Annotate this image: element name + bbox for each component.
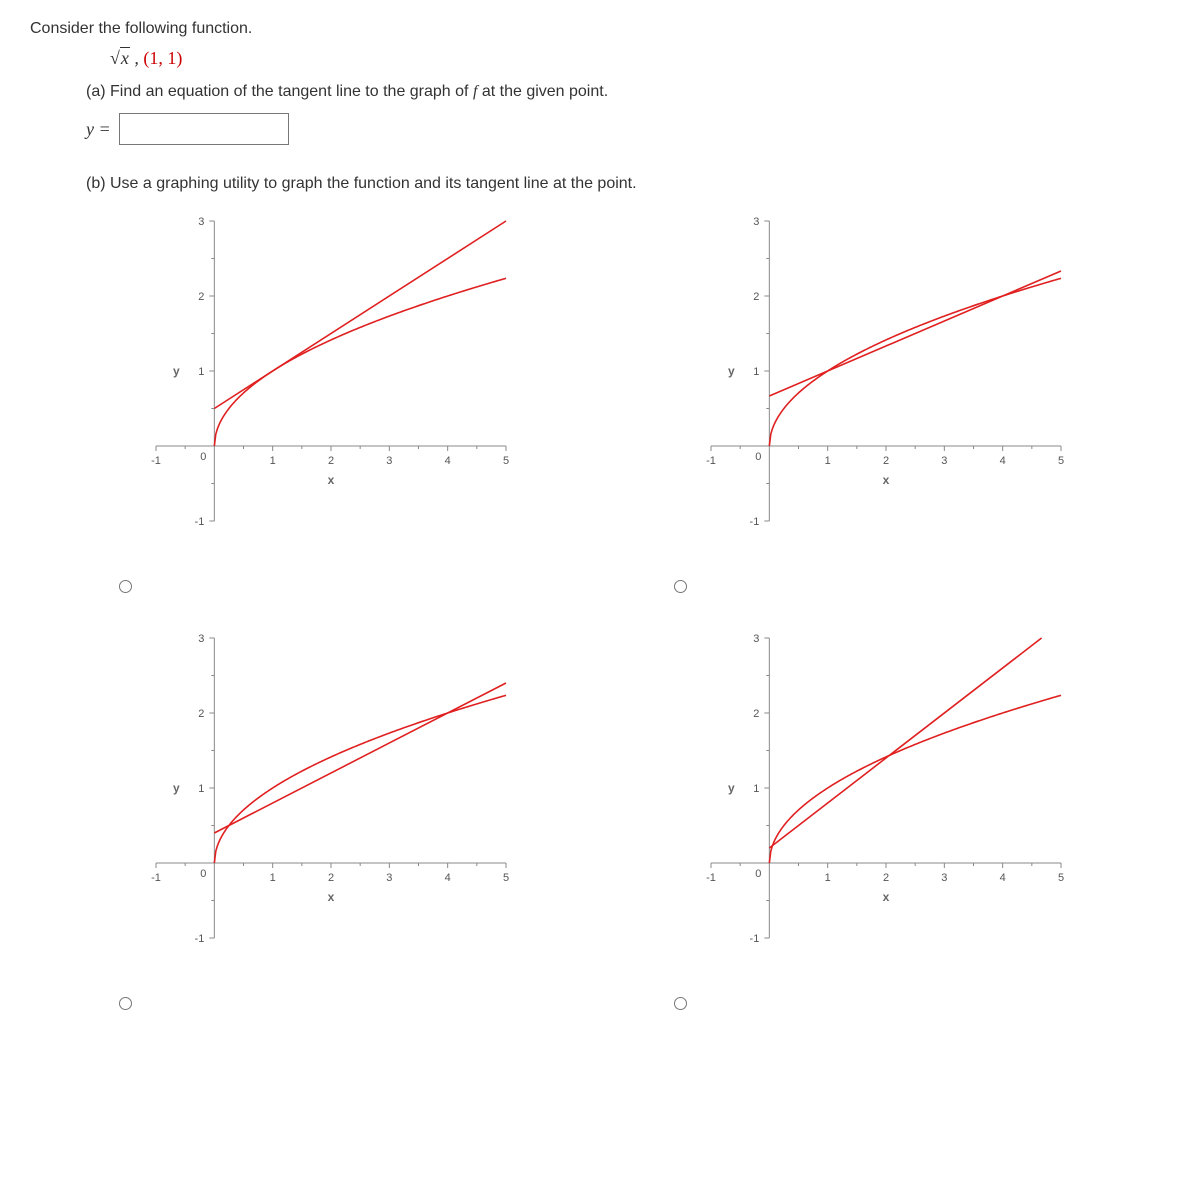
tangent-equation-input[interactable] — [119, 113, 289, 145]
svg-text:2: 2 — [883, 455, 889, 467]
svg-text:3: 3 — [753, 216, 759, 228]
svg-text:-1: -1 — [151, 455, 161, 467]
chart-option-2: -1 1 2 3 4 5 -1 1 2 3 0 x y — [86, 628, 601, 1015]
svg-text:-1: -1 — [706, 872, 716, 884]
chart-3: -1 1 2 3 4 5 -1 1 2 3 0 x y — [641, 628, 1071, 988]
svg-text:y: y — [728, 781, 735, 795]
svg-text:0: 0 — [755, 868, 761, 880]
svg-text:y: y — [173, 364, 180, 378]
graph-choice-radio-0[interactable] — [119, 580, 132, 593]
svg-text:3: 3 — [386, 872, 392, 884]
chart-option-1: -1 1 2 3 4 5 -1 1 2 3 0 x y — [641, 211, 1156, 598]
svg-text:1: 1 — [753, 783, 759, 795]
tangent-line — [214, 221, 506, 409]
svg-text:2: 2 — [883, 872, 889, 884]
graph-choice-radio-2[interactable] — [119, 997, 132, 1010]
svg-text:1: 1 — [198, 783, 204, 795]
part-a-text-pre: (a) Find an equation of the tangent line… — [86, 83, 473, 100]
graph-choice-radio-1[interactable] — [674, 580, 687, 593]
tangent-line — [769, 271, 1061, 396]
svg-text:2: 2 — [198, 291, 204, 303]
svg-text:1: 1 — [825, 872, 831, 884]
svg-text:3: 3 — [941, 455, 947, 467]
svg-text:-1: -1 — [151, 872, 161, 884]
svg-text:3: 3 — [386, 455, 392, 467]
svg-text:2: 2 — [753, 291, 759, 303]
svg-text:x: x — [328, 473, 335, 487]
svg-text:1: 1 — [825, 455, 831, 467]
svg-text:4: 4 — [1000, 872, 1006, 884]
svg-text:5: 5 — [503, 872, 509, 884]
function-def: √x , (1, 1) — [110, 48, 1156, 69]
part-a-text-post: at the given point. — [477, 83, 608, 100]
chart-2: -1 1 2 3 4 5 -1 1 2 3 0 x y — [86, 628, 516, 988]
svg-text:5: 5 — [1058, 455, 1064, 467]
radicand: x — [120, 47, 130, 68]
svg-text:x: x — [328, 890, 335, 904]
svg-text:-1: -1 — [750, 933, 760, 945]
svg-text:y: y — [173, 781, 180, 795]
svg-text:1: 1 — [753, 366, 759, 378]
sqrt-curve — [769, 278, 1061, 446]
part-b-label: (b) Use a graphing utility to graph the … — [86, 175, 1156, 193]
svg-text:2: 2 — [753, 708, 759, 720]
svg-text:2: 2 — [328, 872, 334, 884]
sqrt-curve — [214, 695, 506, 863]
y-equals-label: y = — [86, 119, 111, 140]
svg-text:1: 1 — [270, 455, 276, 467]
comma: , — [130, 48, 144, 68]
svg-text:5: 5 — [1058, 872, 1064, 884]
svg-text:y: y — [728, 364, 735, 378]
sqrt-curve — [769, 695, 1061, 863]
svg-text:x: x — [883, 473, 890, 487]
svg-text:-1: -1 — [750, 516, 760, 528]
svg-text:4: 4 — [1000, 455, 1006, 467]
part-a-label: (a) Find an equation of the tangent line… — [86, 83, 1156, 101]
svg-text:-1: -1 — [706, 455, 716, 467]
svg-text:4: 4 — [445, 872, 451, 884]
svg-text:3: 3 — [941, 872, 947, 884]
svg-text:0: 0 — [200, 451, 206, 463]
svg-text:x: x — [883, 890, 890, 904]
svg-text:3: 3 — [753, 633, 759, 645]
svg-text:3: 3 — [198, 216, 204, 228]
chart-option-3: -1 1 2 3 4 5 -1 1 2 3 0 x y — [641, 628, 1156, 1015]
svg-text:5: 5 — [503, 455, 509, 467]
svg-text:0: 0 — [200, 868, 206, 880]
svg-text:-1: -1 — [195, 516, 205, 528]
sqrt-curve — [214, 278, 506, 446]
chart-option-0: -1 1 2 3 4 5 -1 1 2 3 0 x y — [86, 211, 601, 598]
chart-0: -1 1 2 3 4 5 -1 1 2 3 0 x y — [86, 211, 516, 571]
radical-symbol: √ — [110, 48, 120, 68]
tangent-line — [769, 638, 1041, 848]
svg-text:2: 2 — [198, 708, 204, 720]
svg-text:2: 2 — [328, 455, 334, 467]
graph-choice-radio-3[interactable] — [674, 997, 687, 1010]
chart-grid: -1 1 2 3 4 5 -1 1 2 3 0 x y -1 1 2 3 4 5 -1 1 2 3 0 x y -1 1 2 3 4 5 -1 1… — [86, 211, 1156, 1015]
tangent-line — [214, 683, 506, 833]
svg-text:3: 3 — [198, 633, 204, 645]
given-point: (1, 1) — [143, 48, 182, 68]
svg-text:1: 1 — [198, 366, 204, 378]
svg-text:4: 4 — [445, 455, 451, 467]
chart-1: -1 1 2 3 4 5 -1 1 2 3 0 x y — [641, 211, 1071, 571]
svg-text:-1: -1 — [195, 933, 205, 945]
svg-text:0: 0 — [755, 451, 761, 463]
svg-text:1: 1 — [270, 872, 276, 884]
prompt-text: Consider the following function. — [30, 20, 1156, 38]
